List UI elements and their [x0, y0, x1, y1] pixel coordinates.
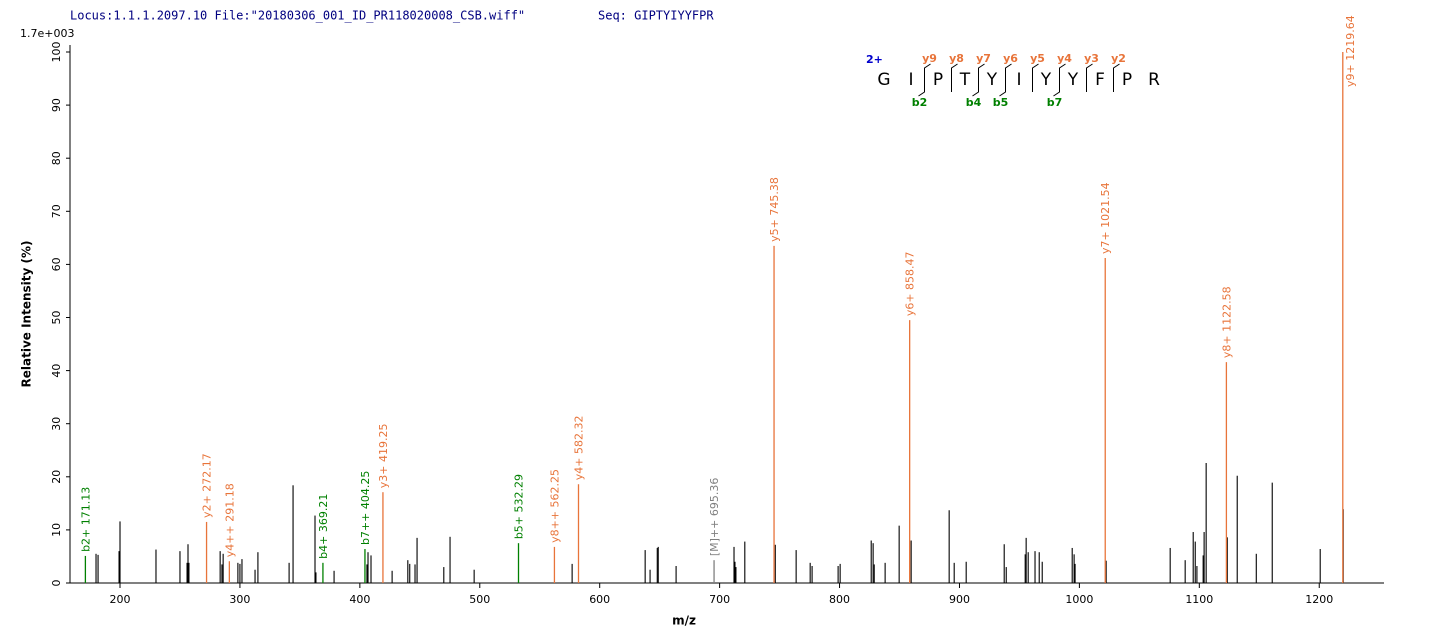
- b-ion-bracket: [1053, 68, 1060, 97]
- peak-label: y8+ 1122.58: [1220, 286, 1233, 358]
- y-tick-label: 60: [50, 257, 63, 271]
- peak-label: y4+ 582.32: [572, 416, 585, 481]
- residue: G: [877, 70, 890, 90]
- y-tick-label: 80: [50, 151, 63, 165]
- b-ion-label: b5: [993, 96, 1009, 109]
- scale-label: 1.7e+003: [20, 27, 74, 40]
- x-tick-label: 300: [229, 593, 250, 606]
- y-ion-label: y9: [922, 52, 937, 65]
- x-tick-label: 200: [110, 593, 131, 606]
- y-tick-label: 90: [50, 98, 63, 112]
- y-ion-bracket: [1005, 63, 1012, 92]
- peak-label: b7++ 404.25: [359, 471, 372, 545]
- peak-label: y2+ 272.17: [201, 453, 214, 518]
- y-tick-label: 100: [50, 42, 63, 63]
- x-tick-label: 900: [949, 593, 970, 606]
- y-ion-label: y3: [1084, 52, 1099, 65]
- y-ion-bracket: [924, 63, 931, 92]
- y-tick-label: 10: [50, 523, 63, 537]
- x-tick-label: 1200: [1305, 593, 1333, 606]
- y-tick-label: 30: [50, 417, 63, 431]
- b-ion-label: b7: [1047, 96, 1063, 109]
- residue: P: [1122, 70, 1132, 90]
- x-tick-label: 700: [709, 593, 730, 606]
- x-tick-label: 1100: [1185, 593, 1213, 606]
- y-ion-bracket: [1032, 63, 1039, 92]
- x-tick-label: 800: [829, 593, 850, 606]
- residue: Y: [1040, 70, 1052, 90]
- peak-label: y8++ 562.25: [548, 469, 561, 543]
- y-ion-label: y2: [1111, 52, 1126, 65]
- sequence-header: Seq: GIPTYIYYFPR: [598, 9, 714, 23]
- y-ion-bracket: [1059, 63, 1066, 92]
- peak-label: b4+ 369.21: [317, 494, 330, 559]
- y-ion-label: y7: [976, 52, 991, 65]
- y-tick-label: 20: [50, 470, 63, 484]
- y-ion-bracket: [1086, 63, 1093, 92]
- peak-label: y6+ 858.47: [904, 251, 917, 316]
- y-tick-label: 70: [50, 204, 63, 218]
- y-axis-title: Relative Intensity (%): [20, 241, 34, 388]
- residue: I: [1016, 70, 1021, 90]
- b-ion-label: b4: [966, 96, 982, 109]
- peak-label: [M]++ 695.36: [708, 478, 721, 557]
- b-ion-bracket: [999, 68, 1006, 97]
- peak-label: y7+ 1021.54: [1099, 182, 1112, 254]
- residue: P: [933, 70, 943, 90]
- residue: Y: [986, 70, 998, 90]
- x-tick-label: 600: [589, 593, 610, 606]
- x-tick-label: 500: [469, 593, 490, 606]
- b-ion-bracket: [918, 68, 925, 97]
- peak-label: y4++ 291.18: [223, 483, 236, 557]
- x-tick-label: 400: [349, 593, 370, 606]
- residue: Y: [1067, 70, 1079, 90]
- y-ion-bracket: [951, 63, 958, 92]
- y-ion-bracket: [978, 63, 985, 92]
- peak-label: y3+ 419.25: [377, 423, 390, 488]
- peak-label: y5+ 745.38: [768, 177, 781, 242]
- x-tick-label: 1000: [1065, 593, 1093, 606]
- y-tick-label: 0: [50, 580, 63, 587]
- charge-label: 2+: [866, 53, 883, 66]
- y-ion-label: y6: [1003, 52, 1018, 65]
- peak-label: y9+ 1219.64: [1344, 15, 1357, 87]
- y-ion-label: y8: [949, 52, 964, 65]
- peak-label: b5+ 532.29: [513, 474, 526, 539]
- b-ion-bracket: [972, 68, 979, 97]
- b-ion-label: b2: [912, 96, 928, 109]
- y-ion-label: y5: [1030, 52, 1045, 65]
- y-ion-label: y4: [1057, 52, 1072, 65]
- y-ion-bracket: [1113, 63, 1120, 92]
- locus-header: Locus:1.1.1.2097.10 File:"20180306_001_I…: [70, 9, 525, 23]
- residue: R: [1148, 70, 1160, 90]
- residue: I: [908, 70, 913, 90]
- y-tick-label: 40: [50, 364, 63, 378]
- residue: F: [1095, 70, 1105, 90]
- y-tick-label: 50: [50, 311, 63, 325]
- residue: T: [959, 70, 971, 90]
- peak-label: b2+ 171.13: [79, 487, 92, 552]
- x-axis-title: m/z: [672, 614, 696, 628]
